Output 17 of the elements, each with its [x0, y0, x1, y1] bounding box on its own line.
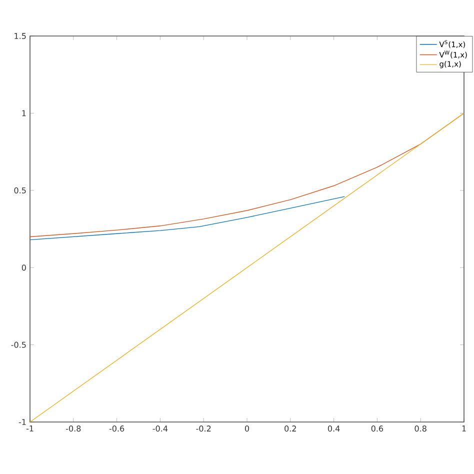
y-tick-label: 0	[22, 264, 26, 271]
y-tick-label: 1	[22, 110, 26, 116]
x-tick-label: -1	[26, 426, 34, 432]
x-tick-label: 0.8	[414, 426, 426, 432]
x-tick-label: 0.4	[328, 426, 340, 432]
x-tick-label: 1	[462, 426, 466, 432]
y-tick-label: 1.5	[14, 33, 26, 39]
x-tick-label: 0	[244, 426, 250, 432]
x-tick-label: -0.2	[196, 426, 211, 432]
x-tick-label: -0.8	[66, 426, 81, 432]
x-tick-label: 0.6	[371, 426, 384, 432]
y-tick-label: -1	[18, 419, 26, 425]
y-tick-label: 0.5	[14, 187, 26, 194]
y-tick-label: -0.5	[11, 342, 26, 348]
x-tick-label: 0.2	[284, 426, 296, 432]
x-tick-label: -0.6	[109, 426, 124, 432]
x-tick-label: -0.4	[152, 426, 168, 432]
